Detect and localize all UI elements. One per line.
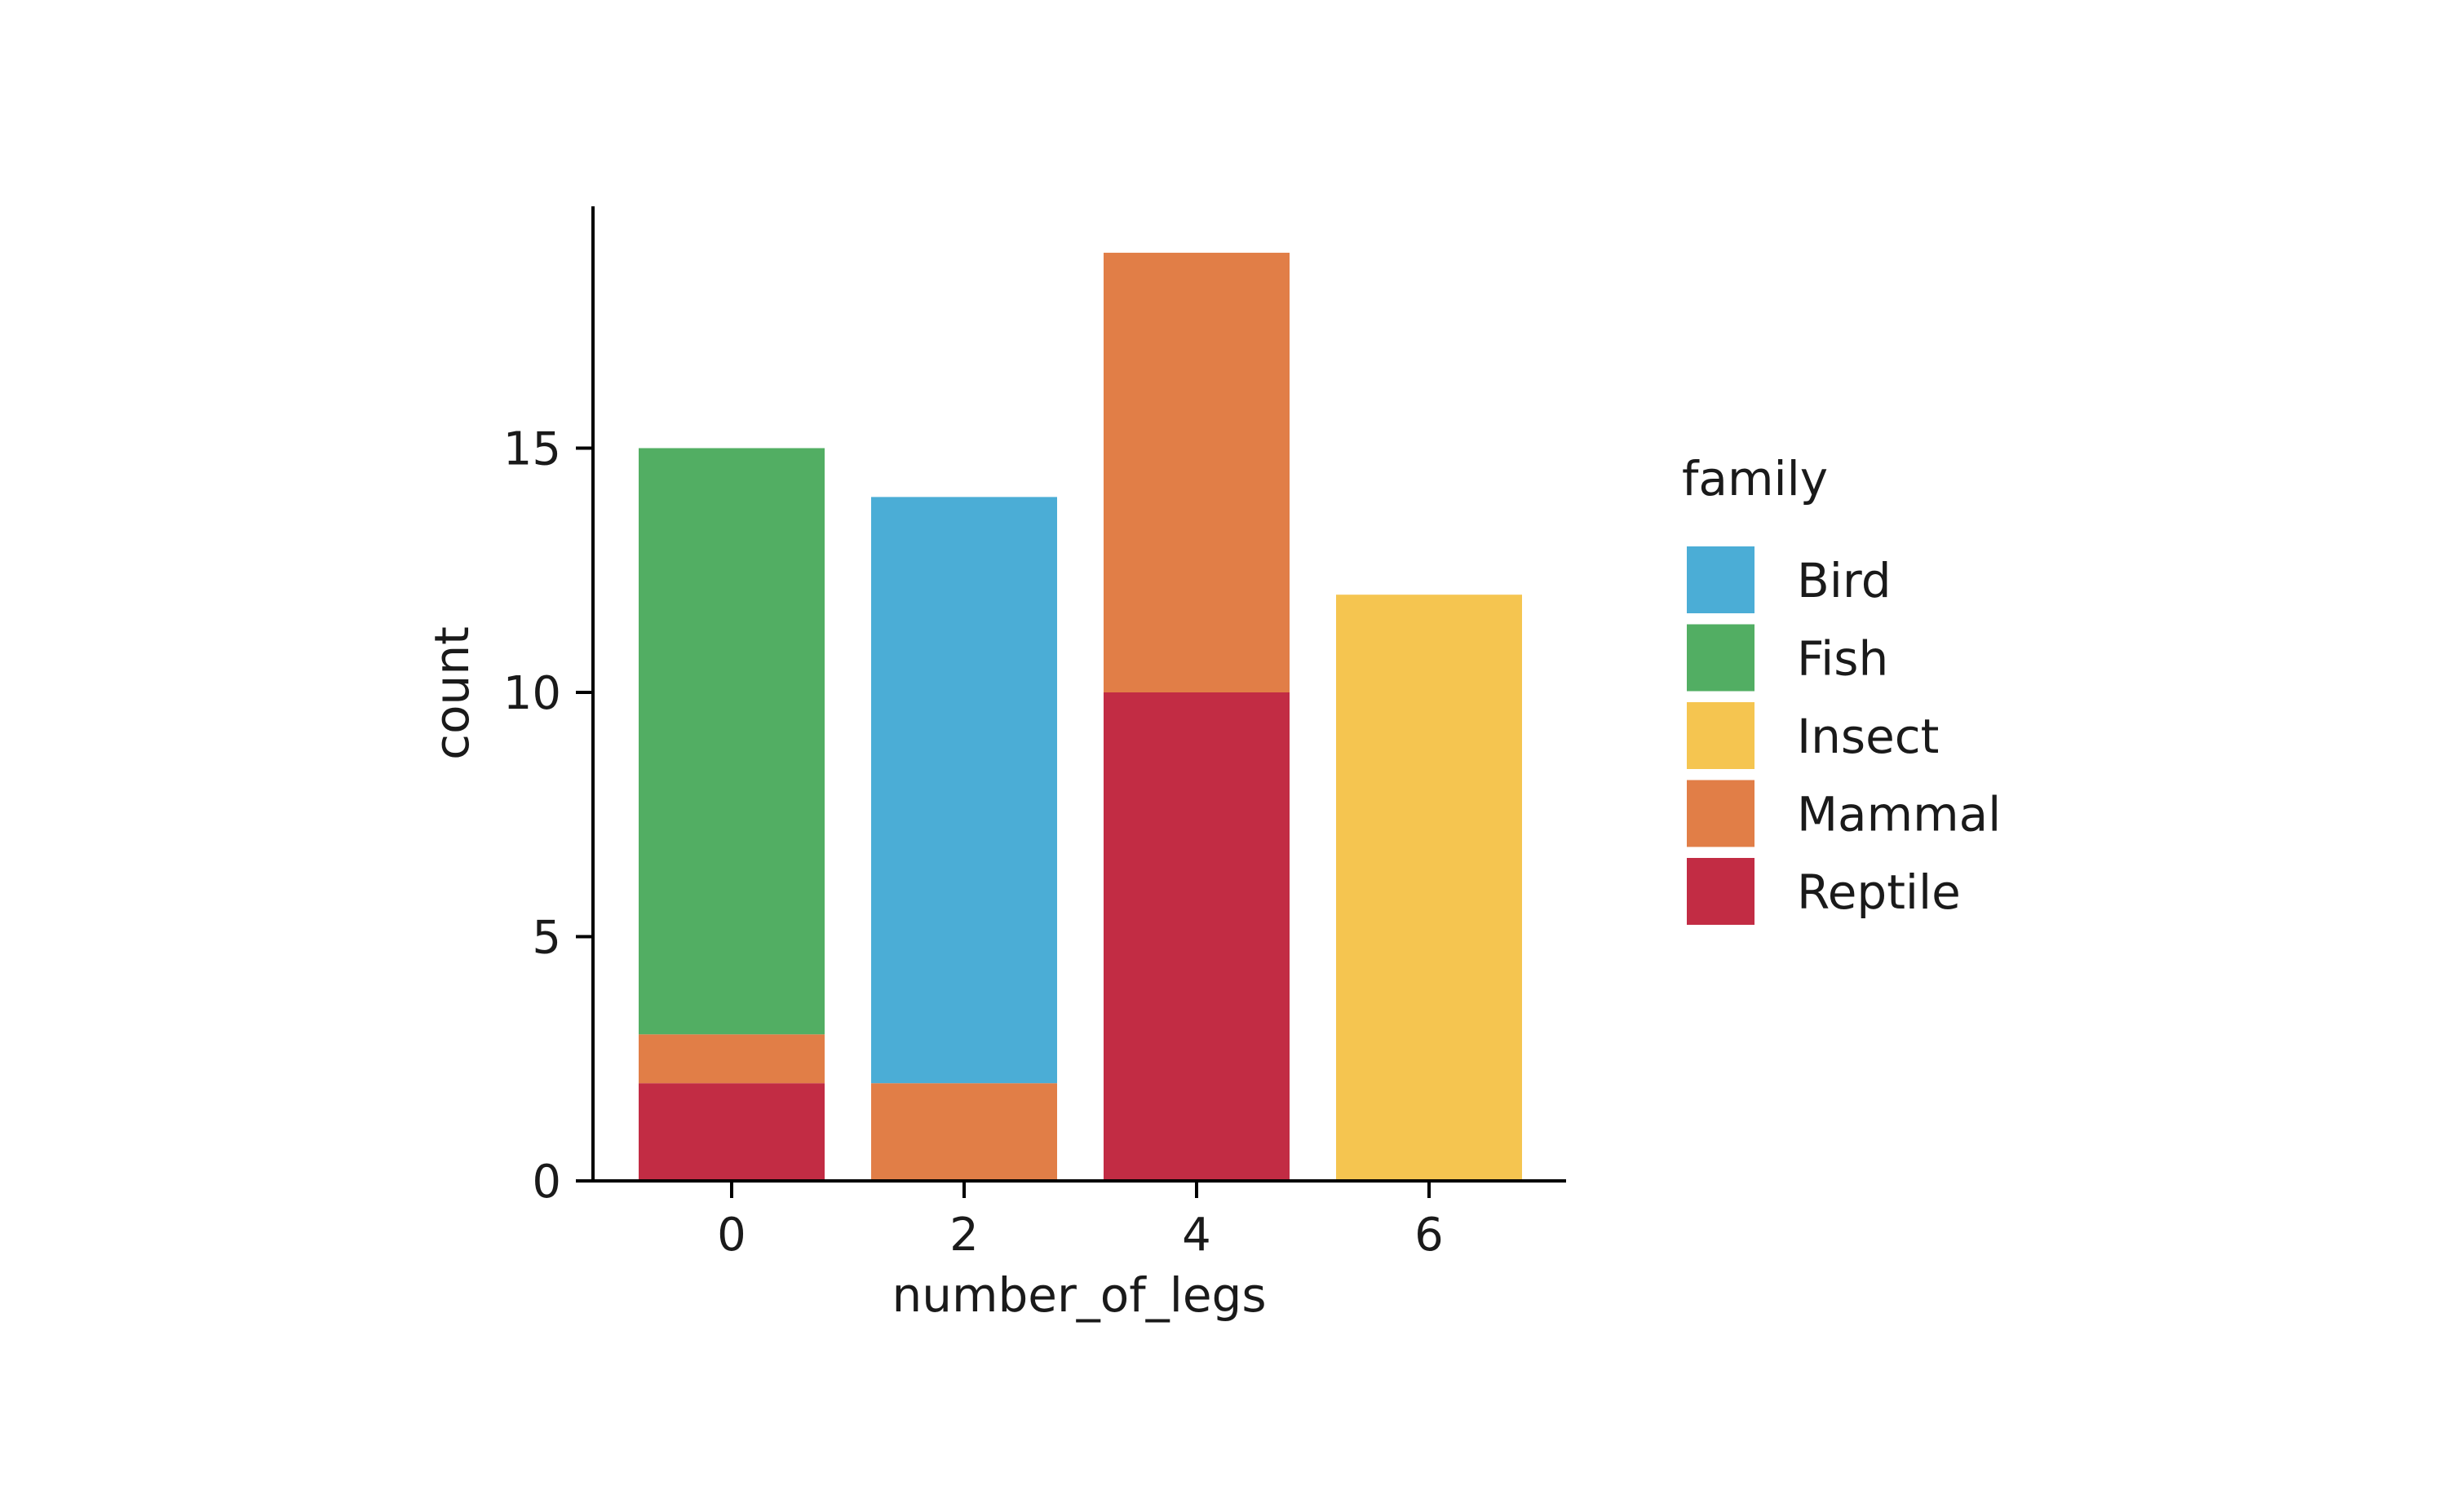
legend-swatch-mammal — [1687, 780, 1754, 847]
bar-segment-reptile-legs-0 — [639, 1083, 825, 1181]
x-tick-label: 2 — [949, 1209, 979, 1262]
legend-swatch-insect — [1687, 702, 1754, 769]
x-tick-label: 0 — [717, 1209, 746, 1262]
bar-segment-reptile-legs-4 — [1104, 692, 1290, 1181]
x-tick-label: 4 — [1182, 1209, 1211, 1262]
legend-label-mammal: Mammal — [1797, 787, 2001, 842]
bar-segment-mammal-legs-2 — [871, 1083, 1057, 1181]
y-tick-label: 0 — [532, 1156, 561, 1209]
bar-segment-bird-legs-2 — [871, 497, 1057, 1084]
legend-label-fish: Fish — [1797, 631, 1888, 687]
legend-swatch-reptile — [1687, 858, 1754, 925]
y-ticks-group: 0 5 10 15 — [503, 423, 593, 1209]
legend-label-reptile: Reptile — [1797, 864, 1961, 920]
legend-swatch-fish — [1687, 624, 1754, 692]
bars-group — [639, 252, 1522, 1181]
y-tick-label: 15 — [503, 423, 561, 476]
y-tick-label: 5 — [532, 912, 561, 965]
bar-segment-fish-legs-0 — [639, 448, 825, 1035]
bar-segment-mammal-legs-0 — [639, 1034, 825, 1084]
legend-title: family — [1682, 451, 1828, 506]
legend-swatch-bird — [1687, 546, 1754, 613]
legend-label-insect: Insect — [1797, 709, 1939, 764]
x-ticks-group: 0 2 4 6 — [717, 1181, 1444, 1262]
x-axis-title: number_of_legs — [892, 1267, 1266, 1323]
bar-segment-insect-legs-6 — [1336, 595, 1522, 1181]
y-tick-label: 10 — [503, 667, 561, 720]
legend: family Bird Fish Insect Mammal Reptile — [1682, 451, 2001, 925]
y-axis-title: count — [424, 626, 480, 760]
x-tick-label: 6 — [1414, 1209, 1444, 1262]
legend-label-bird: Bird — [1797, 553, 1892, 608]
bar-segment-mammal-legs-4 — [1104, 252, 1290, 692]
